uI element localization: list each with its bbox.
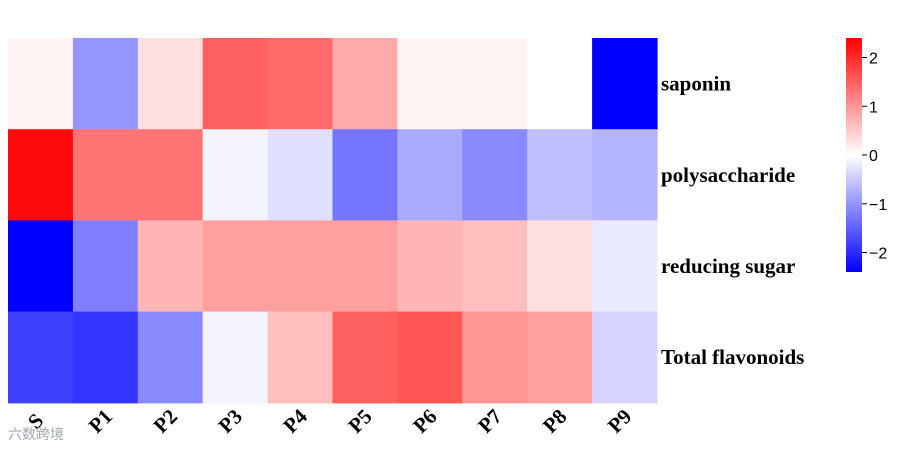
column-label-p5: P5	[343, 404, 376, 437]
heatmap-cell-total-flavonoids-p2	[137, 311, 204, 404]
heatmap-cell-polysaccharide-s	[8, 129, 74, 221]
colorbar-gradient	[846, 38, 862, 272]
row-label-saponin: saponin	[661, 72, 731, 96]
heatmap-cell-reducing-sugar-p6	[397, 220, 463, 313]
column-label-p6: P6	[408, 404, 441, 437]
row-label-total-flavonoids: Total flavonoids	[661, 345, 804, 369]
heatmap-cell-total-flavonoids-p7	[462, 311, 528, 404]
colorbar-tick-label: −2	[869, 246, 887, 263]
heatmap-cell-polysaccharide-p4	[267, 129, 334, 221]
heatmap-cell-total-flavonoids-p3	[202, 311, 269, 404]
heatmap-cell-saponin-p6	[397, 38, 463, 130]
colorbar: 2 1 0 −1 −2	[846, 38, 887, 272]
column-label-p9: P9	[603, 404, 636, 437]
row-label-polysaccharide: polysaccharide	[661, 163, 795, 187]
heatmap-cell-reducing-sugar-p7	[462, 220, 528, 313]
heatmap-cell-polysaccharide-p2	[137, 129, 204, 221]
column-label-p2: P2	[149, 404, 182, 437]
heatmap-cell-total-flavonoids-p4	[267, 311, 334, 404]
heatmap-cell-polysaccharide-p1	[72, 129, 139, 221]
heatmap-cell-reducing-sugar-p3	[202, 220, 269, 313]
heatmap-cell-saponin-p7	[462, 38, 528, 130]
heatmap-cell-saponin-p1	[72, 38, 139, 130]
column-label-p3: P3	[213, 404, 246, 437]
colorbar-tick-label: 2	[869, 51, 878, 68]
heatmap-cell-polysaccharide-p8	[527, 129, 593, 221]
heatmap-cell-saponin-p4	[267, 38, 334, 130]
heatmap-cell-total-flavonoids-p8	[527, 311, 593, 404]
row-labels: saponin polysaccharide reducing sugar Total…	[661, 72, 804, 370]
heatmap-cell-reducing-sugar-p4	[267, 220, 334, 313]
heatmap-cell-saponin-p2	[137, 38, 204, 130]
column-label-p8: P8	[538, 404, 571, 437]
heatmap-cell-total-flavonoids-s	[8, 311, 74, 404]
heatmap-cell-total-flavonoids-p9	[592, 311, 658, 404]
colorbar-ticks: 2 1 0 −1 −2	[862, 51, 887, 263]
colorbar-tick-label: 1	[869, 99, 878, 116]
column-labels: S P1 P2 P3 P4 P5 P6 P7 P8 P9	[23, 404, 636, 438]
heatmap-cell-total-flavonoids-p6	[397, 311, 463, 404]
heatmap-cell-reducing-sugar-p2	[137, 220, 204, 313]
colorbar-tick-label: 0	[869, 148, 878, 165]
watermark-text: 六数跨境	[8, 427, 64, 443]
heatmap-cell-saponin-p3	[202, 38, 269, 130]
colorbar-tick-label: −1	[869, 197, 887, 214]
heatmap-cell-polysaccharide-p9	[592, 129, 658, 221]
column-label-p4: P4	[278, 404, 312, 438]
column-label-p7: P7	[473, 404, 506, 437]
heatmap-cell-polysaccharide-p6	[397, 129, 463, 221]
heatmap-cell-reducing-sugar-p5	[332, 220, 398, 313]
heatmap-cells	[8, 38, 658, 404]
heatmap-cell-saponin-s	[8, 38, 74, 130]
column-label-p1: P1	[84, 404, 117, 437]
heatmap-cell-reducing-sugar-s	[8, 220, 74, 313]
heatmap-cell-saponin-p5	[332, 38, 398, 130]
heatmap-cell-reducing-sugar-p9	[592, 220, 658, 313]
heatmap-cell-reducing-sugar-p1	[72, 220, 139, 313]
heatmap-cell-saponin-p8	[527, 38, 593, 130]
heatmap-cell-total-flavonoids-p5	[332, 311, 398, 404]
heatmap-cell-polysaccharide-p7	[462, 129, 528, 221]
heatmap-cell-reducing-sugar-p8	[527, 220, 593, 313]
row-label-reducing-sugar: reducing sugar	[661, 254, 795, 278]
heatmap-cell-total-flavonoids-p1	[72, 311, 139, 404]
heatmap-cell-saponin-p9	[592, 38, 658, 130]
heatmap-cell-polysaccharide-p5	[332, 129, 398, 221]
heatmap-cell-polysaccharide-p3	[202, 129, 269, 221]
